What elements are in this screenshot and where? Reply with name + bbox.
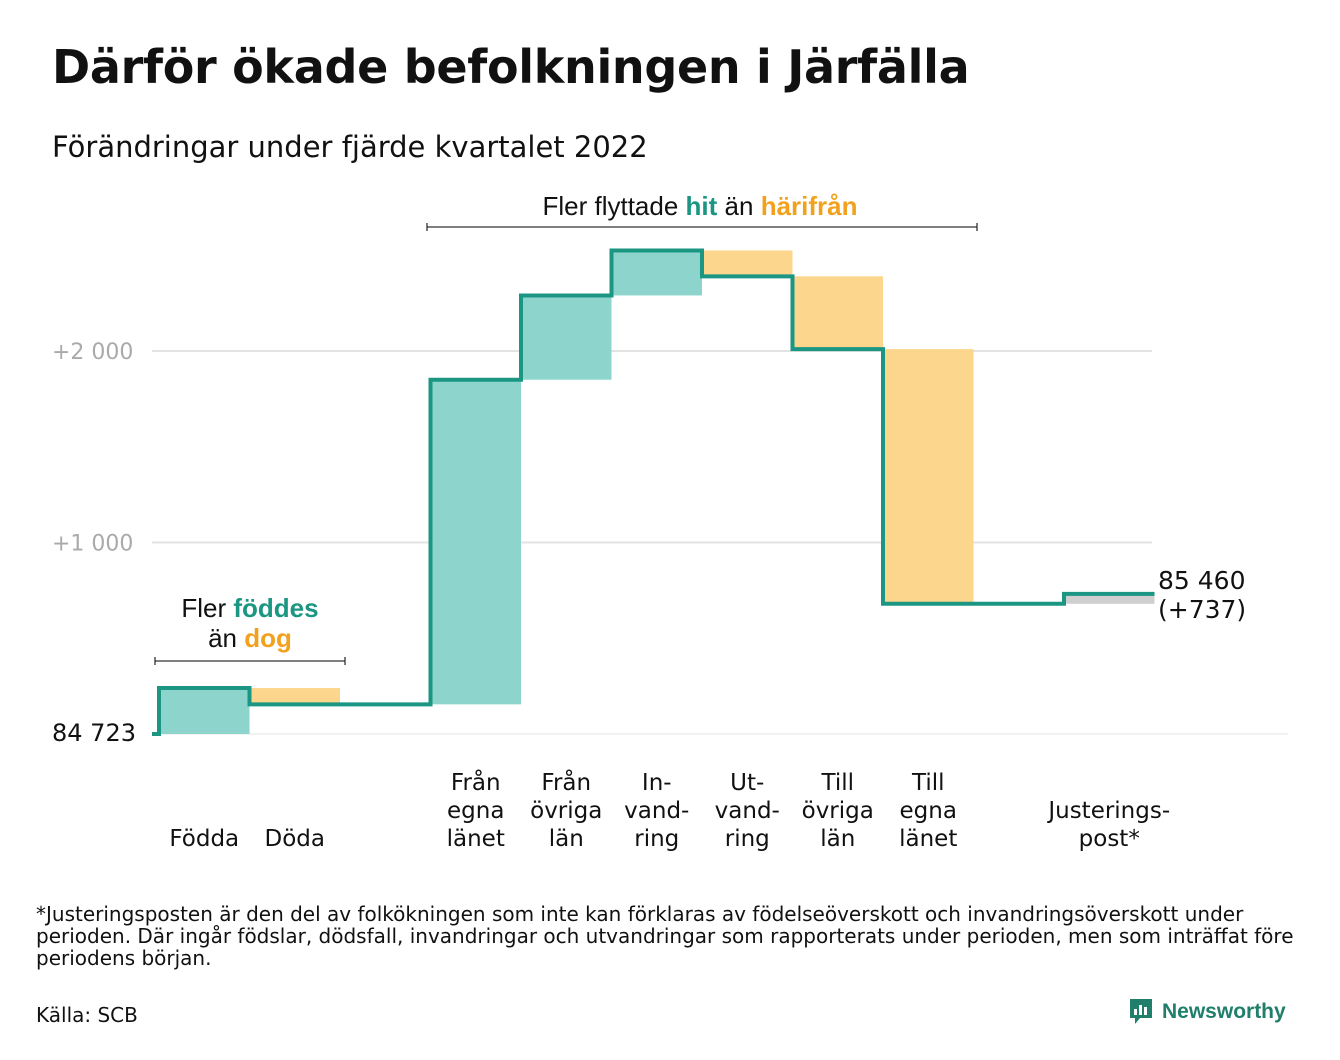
chart-title: Därför ökade befolkningen i Järfälla	[52, 40, 970, 94]
chart-subtitle: Förändringar under fjärde kvartalet 2022	[52, 130, 648, 164]
x-label: ring	[725, 826, 770, 852]
population-step-line	[152, 248, 1155, 736]
end-value-label: 85 460	[1158, 566, 1245, 595]
moves-bracket	[426, 223, 978, 231]
x-label: länet	[447, 826, 505, 852]
x-label: egna	[447, 798, 504, 824]
x-label: Justerings-	[1046, 798, 1170, 824]
bar-outflow	[249, 688, 340, 705]
x-label: ring	[634, 826, 679, 852]
footnote: *Justeringsposten är den del av folkökni…	[36, 902, 1294, 970]
y-axis: +1 000 +2 000	[52, 340, 133, 557]
bar-inflow	[159, 688, 250, 734]
x-label: egna	[900, 798, 957, 824]
bar-inflow	[430, 379, 521, 705]
x-label: Från	[541, 768, 591, 796]
bar-outflow	[883, 349, 974, 604]
births-bracket	[154, 657, 346, 665]
x-label: Födda	[169, 826, 239, 852]
end-change-label: (+737)	[1158, 595, 1246, 624]
population-line	[152, 248, 1155, 736]
waterfall-chart: +1 000+2 000 Födda DödaFrånegnalänetFrånö…	[52, 191, 1288, 852]
y-tick-label: +1 000	[52, 532, 133, 557]
y-tick-label: +2 000	[52, 340, 133, 365]
x-label: län	[820, 826, 855, 852]
bar-inflow	[521, 295, 612, 380]
brand-name: Newsworthy	[1162, 1000, 1286, 1023]
x-label: In-	[642, 770, 672, 796]
source-note: Källa: SCB	[36, 1003, 138, 1027]
x-label: vand-	[624, 798, 689, 824]
bar-outflow	[702, 250, 793, 277]
x-label: övriga	[530, 798, 602, 824]
bar-adjustment	[1064, 593, 1155, 604]
x-label: Till	[911, 770, 945, 796]
x-label: Ut-	[730, 770, 764, 796]
baseline-label: 84 723	[52, 719, 136, 747]
gridlines	[152, 350, 1288, 735]
moves-annotation: Fler flyttade hit än härifrån	[542, 191, 857, 221]
x-label: Döda	[265, 826, 325, 852]
births-annotation-line1: Fler föddes	[181, 593, 318, 623]
x-label: Till	[820, 770, 854, 796]
x-label: vand-	[715, 798, 780, 824]
x-axis: Födda DödaFrånegnalänetFrånövrigalänIn-va…	[169, 768, 1170, 852]
bar-chart-speech-icon	[1130, 999, 1152, 1024]
x-label: länet	[899, 826, 957, 852]
x-label: län	[549, 826, 584, 852]
brand-logo[interactable]: Newsworthy	[1128, 998, 1286, 1026]
x-label: post*	[1079, 826, 1140, 852]
x-label: Från	[451, 768, 501, 796]
bars	[159, 250, 1155, 734]
births-annotation-line2: än dog	[208, 623, 292, 653]
x-label: övriga	[802, 798, 874, 824]
bar-inflow	[611, 250, 702, 296]
bar-outflow	[792, 276, 883, 350]
